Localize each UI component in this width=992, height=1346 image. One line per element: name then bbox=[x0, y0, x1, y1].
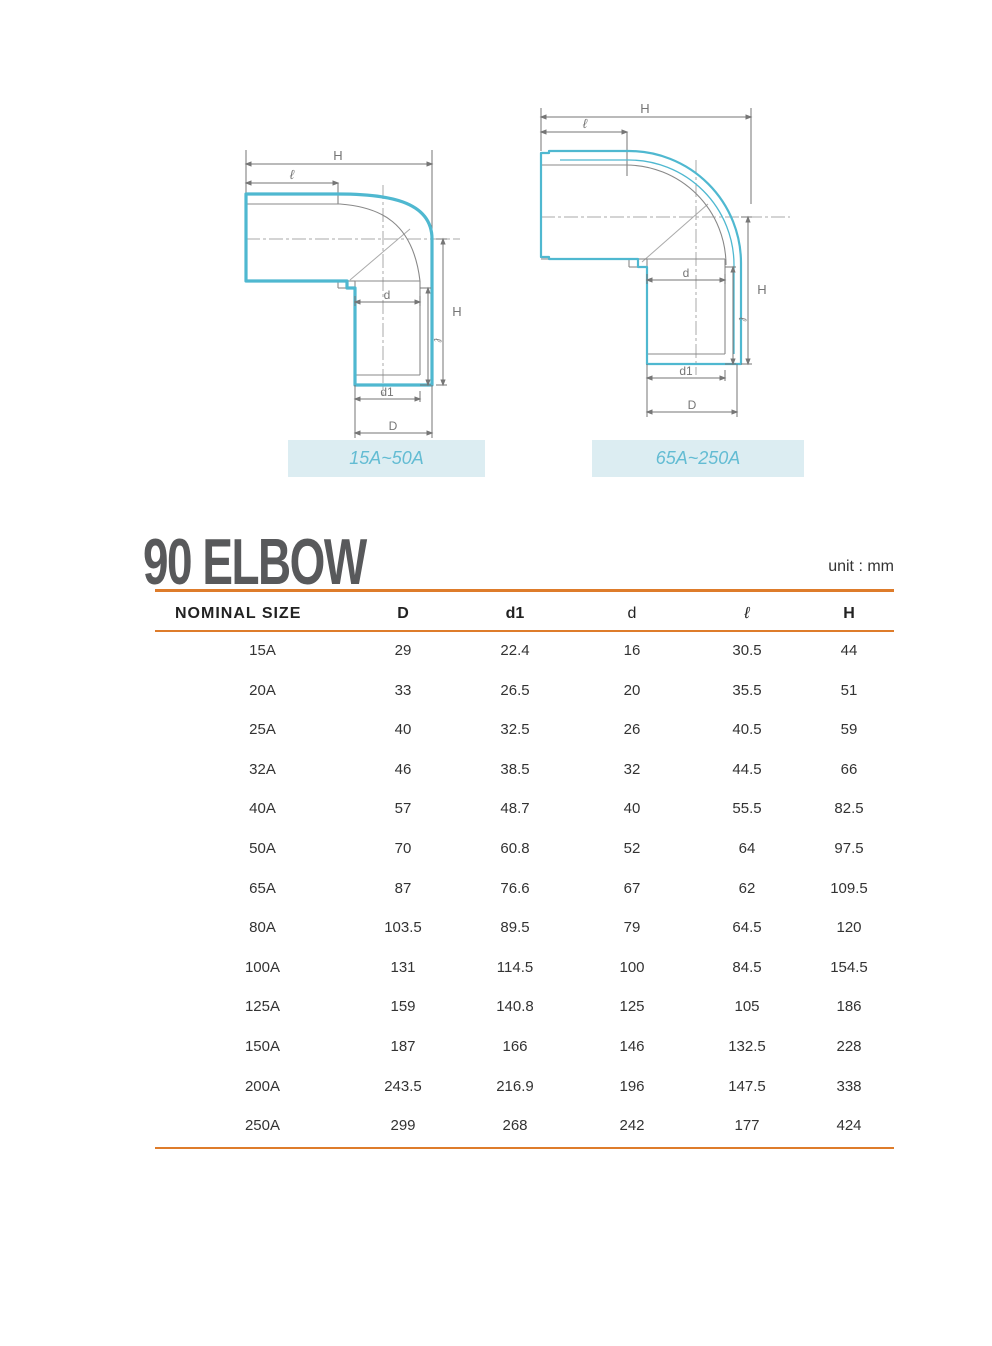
svg-text:H: H bbox=[640, 101, 649, 116]
svg-text:H: H bbox=[757, 282, 766, 297]
svg-text:ℓ: ℓ bbox=[583, 116, 588, 131]
svg-text:ℓ: ℓ bbox=[736, 316, 748, 321]
svg-text:D: D bbox=[688, 398, 697, 412]
svg-text:d: d bbox=[683, 266, 690, 280]
svg-text:d1: d1 bbox=[679, 364, 693, 378]
